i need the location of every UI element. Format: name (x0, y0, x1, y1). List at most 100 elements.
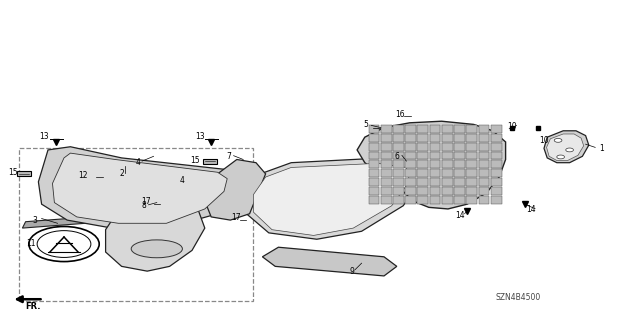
Bar (393, 187, 404, 195)
Bar (479, 196, 490, 204)
Bar (467, 143, 477, 151)
Bar (405, 160, 416, 168)
Bar (381, 143, 392, 151)
Bar (491, 178, 502, 186)
Bar (393, 178, 404, 186)
Bar (442, 178, 452, 186)
Bar (491, 160, 502, 168)
Bar (405, 187, 416, 195)
Bar (467, 196, 477, 204)
Bar (467, 125, 477, 133)
Bar (393, 196, 404, 204)
Bar (454, 169, 465, 177)
Bar (369, 169, 380, 177)
Circle shape (554, 138, 562, 142)
Bar (417, 178, 428, 186)
Polygon shape (262, 247, 397, 276)
Bar (369, 196, 380, 204)
Bar (467, 152, 477, 160)
Bar (381, 125, 392, 133)
Bar (454, 178, 465, 186)
Bar (381, 152, 392, 160)
Text: 14: 14 (526, 205, 536, 214)
Text: 17: 17 (230, 213, 241, 222)
Bar (405, 196, 416, 204)
Polygon shape (547, 134, 584, 160)
Bar (429, 143, 440, 151)
Circle shape (557, 155, 564, 159)
Bar (369, 143, 380, 151)
Polygon shape (246, 158, 422, 239)
Bar (491, 125, 502, 133)
Bar (479, 169, 490, 177)
Bar (393, 152, 404, 160)
Polygon shape (205, 160, 266, 220)
Text: 4: 4 (135, 158, 140, 167)
Bar (479, 143, 490, 151)
Bar (417, 152, 428, 160)
Bar (491, 134, 502, 142)
Circle shape (37, 231, 91, 257)
Bar (429, 160, 440, 168)
Bar (417, 143, 428, 151)
Bar (429, 178, 440, 186)
Bar (381, 178, 392, 186)
Bar (429, 169, 440, 177)
Bar (429, 152, 440, 160)
Bar (381, 134, 392, 142)
Bar (405, 134, 416, 142)
Text: SZN4B4500: SZN4B4500 (496, 293, 541, 302)
Bar (479, 125, 490, 133)
Text: 6: 6 (394, 152, 399, 161)
Text: 12: 12 (79, 171, 88, 180)
Polygon shape (38, 147, 246, 228)
Ellipse shape (131, 240, 182, 258)
Bar (381, 187, 392, 195)
Bar (467, 160, 477, 168)
Text: FR.: FR. (26, 302, 41, 311)
Bar (369, 152, 380, 160)
Bar (381, 196, 392, 204)
Bar (417, 169, 428, 177)
Bar (479, 134, 490, 142)
Text: 7: 7 (227, 152, 232, 161)
Circle shape (29, 226, 99, 262)
Bar (442, 134, 452, 142)
Polygon shape (106, 201, 205, 271)
Bar (369, 187, 380, 195)
Bar (405, 169, 416, 177)
Bar (479, 152, 490, 160)
Text: 9: 9 (349, 267, 355, 276)
Bar (442, 143, 452, 151)
Bar (405, 152, 416, 160)
Bar (393, 134, 404, 142)
Bar (393, 160, 404, 168)
Text: 15: 15 (190, 156, 200, 165)
Polygon shape (253, 163, 410, 235)
Bar (405, 178, 416, 186)
Bar (454, 160, 465, 168)
Bar (369, 125, 380, 133)
Text: 10: 10 (539, 136, 549, 145)
Bar (405, 125, 416, 133)
Bar (417, 160, 428, 168)
Bar (429, 187, 440, 195)
Bar (467, 169, 477, 177)
Bar (417, 125, 428, 133)
Circle shape (566, 148, 573, 152)
Bar (393, 125, 404, 133)
Text: 13: 13 (195, 132, 205, 141)
Bar (381, 169, 392, 177)
Bar (393, 169, 404, 177)
Polygon shape (544, 131, 589, 163)
Bar (491, 187, 502, 195)
Text: 13: 13 (38, 132, 49, 141)
Text: 8: 8 (141, 201, 147, 210)
Polygon shape (22, 204, 259, 228)
Text: 10: 10 (507, 122, 517, 130)
Bar (442, 125, 452, 133)
Bar (442, 152, 452, 160)
Bar (467, 178, 477, 186)
Bar (369, 134, 380, 142)
Text: 3: 3 (33, 216, 38, 225)
